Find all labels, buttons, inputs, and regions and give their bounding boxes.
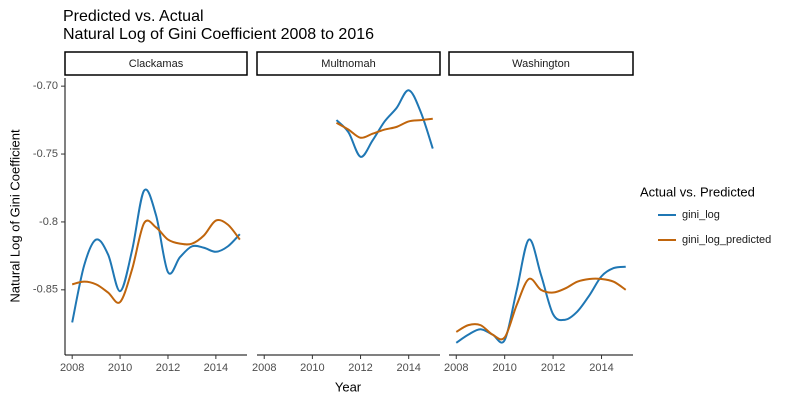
x-tick-label: 2012 [156,362,180,374]
series-line [455,238,626,344]
y-axis-title: Natural Log of Gini Coefficient [7,129,22,303]
legend-text: gini_log_predicted [682,234,771,246]
strip [64,51,248,76]
chart-title: Predicted vs. Actual [63,8,204,25]
chart-subtitle: Natural Log of Gini Coefficient 2008 to … [63,26,374,43]
strip-text: Multnomah [321,58,375,70]
series-line [335,89,434,158]
y-tick-label: -0.8 [39,216,58,228]
x-tick-label: 2010 [492,362,516,374]
x-tick-label: 2010 [108,362,132,374]
x-tick-label: 2012 [348,362,372,374]
x-tick-label: 2014 [396,362,420,374]
strip-text: Clackamas [129,58,184,70]
strip-text: Washington [512,58,570,70]
x-tick-label: 2010 [300,362,324,374]
y-tick-label: -0.75 [33,148,58,160]
x-tick-label: 2014 [589,362,613,374]
strip [448,51,634,76]
series-line [455,277,627,341]
series-line [71,219,241,304]
x-tick-label: 2008 [60,362,84,374]
legend-text: gini_log [682,209,720,221]
series-line [335,117,433,139]
strip [256,51,441,76]
y-tick-label: -0.70 [33,80,58,92]
y-tick-label: -0.85 [33,284,58,296]
x-tick-label: 2008 [252,362,276,374]
legend-title: Actual vs. Predicted [640,184,755,199]
x-tick-label: 2012 [541,362,565,374]
x-axis-title: Year [335,379,362,394]
series-line [71,188,241,323]
x-tick-label: 2008 [444,362,468,374]
x-tick-label: 2014 [204,362,228,374]
